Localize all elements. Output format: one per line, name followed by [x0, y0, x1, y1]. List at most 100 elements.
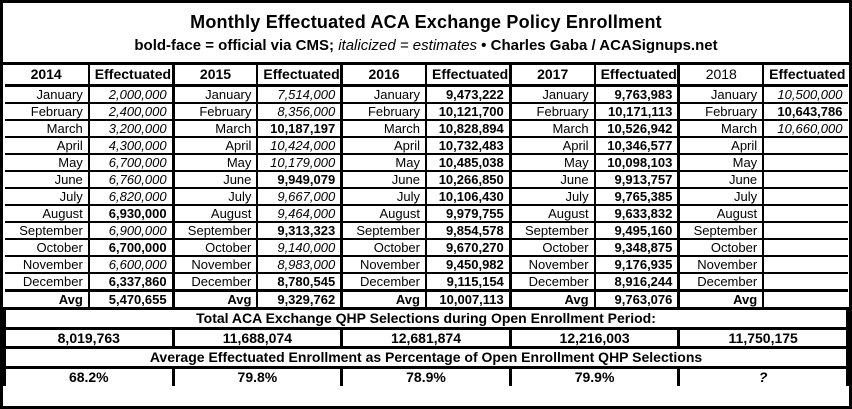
value-cell: [762, 254, 848, 274]
month-label-cell: August: [4, 203, 90, 223]
month-label-cell: June: [4, 169, 90, 189]
month-label-cell: June: [340, 169, 427, 189]
month-label-cell: April: [340, 135, 427, 155]
value-cell: 3,200,000: [87, 118, 175, 138]
value-cell: 9,115,154: [424, 271, 512, 291]
year-header-2017: 2017: [508, 65, 596, 87]
month-label-cell: December: [340, 271, 427, 291]
avg-label-cell: Avg: [677, 288, 765, 309]
pct-cell-2015: 79.8%: [171, 365, 344, 386]
pct-cell-2018: ?: [677, 365, 849, 386]
month-label-cell: October: [340, 237, 427, 257]
page-title: Monthly Effectuated ACA Exchange Policy …: [190, 12, 662, 32]
value-cell: 8,780,545: [256, 271, 343, 291]
value-cell: 6,900,000: [87, 220, 175, 240]
avg-value-cell: 9,763,076: [593, 288, 680, 309]
pct-cell-2017: 79.9%: [508, 365, 681, 386]
value-cell: 9,763,983: [593, 84, 680, 104]
month-label-cell: March: [508, 118, 596, 138]
value-cell: 2,000,000: [87, 84, 175, 104]
pct-cell-2016: 78.9%: [340, 365, 512, 386]
total-cell-2018: 11,750,175: [677, 326, 849, 349]
month-label-cell: May: [677, 152, 765, 172]
value-cell: 9,979,755: [424, 203, 512, 223]
month-label-cell: September: [171, 220, 259, 240]
month-label-cell: October: [508, 237, 596, 257]
month-label-cell: December: [677, 271, 765, 291]
pct-cell-2014: 68.2%: [3, 365, 175, 386]
avg-value-cell: 10,007,113: [424, 288, 512, 309]
percentage-title-row: Average Effectuated Enrollment as Percen…: [3, 345, 849, 369]
month-label-cell: February: [340, 101, 427, 121]
month-label-cell: December: [508, 271, 596, 291]
month-label-cell: November: [171, 254, 259, 274]
month-label-cell: January: [4, 84, 90, 104]
legend-italic-note: italicized = estimates: [338, 37, 477, 54]
month-label-cell: November: [340, 254, 427, 274]
value-cell: 10,171,113: [593, 101, 680, 121]
month-label-cell: September: [4, 220, 90, 240]
value-cell: [762, 220, 848, 240]
month-label-cell: August: [677, 203, 765, 223]
enrollment-table-body: January 2,000,000 January 7,514,000 January 9…: [4, 84, 848, 309]
month-label-cell: June: [508, 169, 596, 189]
month-label-cell: May: [4, 152, 90, 172]
month-row: May 6,700,000 May 10,179,000 May 10,485,038 Ma…: [4, 152, 848, 172]
totals-title: Total ACA Exchange QHP Selections during…: [3, 306, 849, 330]
month-row: April 4,300,000 April 10,424,000 April 10,732…: [4, 135, 848, 155]
value-cell: [762, 186, 848, 206]
effectuated-header: Effectuated: [593, 65, 680, 87]
value-cell: 8,356,000: [256, 101, 343, 121]
month-label-cell: March: [4, 118, 90, 138]
month-row: March 3,200,000 March 10,187,197 March 10,828…: [4, 118, 848, 138]
month-row: December 6,337,860 December 8,780,545 Decemb…: [4, 271, 848, 291]
value-cell: 9,313,323: [256, 220, 343, 240]
month-label-cell: March: [171, 118, 259, 138]
month-label-cell: January: [677, 84, 765, 104]
effectuated-header: Effectuated: [762, 65, 848, 87]
title-box: Monthly Effectuated ACA Exchange Policy …: [3, 3, 849, 65]
value-cell: 9,913,757: [593, 169, 680, 189]
percentage-title: Average Effectuated Enrollment as Percen…: [3, 345, 849, 369]
month-label-cell: January: [171, 84, 259, 104]
value-cell: 9,473,222: [424, 84, 512, 104]
month-row: November 6,600,000 November 8,983,000 Novemb…: [4, 254, 848, 274]
value-cell: 10,500,000: [762, 84, 848, 104]
value-cell: 9,667,000: [256, 186, 343, 206]
avg-row: Avg 5,470,655 Avg 9,329,762 Avg 10,007,113 Avg…: [4, 288, 848, 309]
value-cell: 9,949,079: [256, 169, 343, 189]
month-label-cell: April: [4, 135, 90, 155]
month-label-cell: February: [171, 101, 259, 121]
value-cell: 10,179,000: [256, 152, 343, 172]
value-cell: 10,526,942: [593, 118, 680, 138]
value-cell: 9,348,875: [593, 237, 680, 257]
month-label-cell: May: [508, 152, 596, 172]
month-row: January 2,000,000 January 7,514,000 January 9…: [4, 84, 848, 104]
month-label-cell: September: [508, 220, 596, 240]
legend-bold-note: bold-face = official via CMS;: [134, 37, 335, 54]
value-cell: 6,700,000: [87, 152, 175, 172]
month-label-cell: August: [171, 203, 259, 223]
effectuated-header: Effectuated: [256, 65, 343, 87]
effectuated-header: Effectuated: [424, 65, 512, 87]
value-cell: 8,983,000: [256, 254, 343, 274]
avg-label-cell: Avg: [508, 288, 596, 309]
month-label-cell: November: [4, 254, 90, 274]
value-cell: 6,930,000: [87, 203, 175, 223]
month-label-cell: August: [340, 203, 427, 223]
avg-label-cell: Avg: [171, 288, 259, 309]
value-cell: [762, 237, 848, 257]
month-label-cell: September: [340, 220, 427, 240]
enrollment-table: 2014 Effectuated 2015 Effectuated 2016 E…: [3, 65, 849, 386]
value-cell: 10,660,000: [762, 118, 848, 138]
avg-value-cell: [762, 288, 848, 309]
avg-label-cell: Avg: [340, 288, 427, 309]
month-label-cell: December: [4, 271, 90, 291]
legend-separator: •: [481, 37, 487, 54]
month-label-cell: July: [508, 186, 596, 206]
total-cell-2016: 12,681,874: [340, 326, 512, 349]
value-cell: 10,187,197: [256, 118, 343, 138]
value-cell: 9,450,982: [424, 254, 512, 274]
month-label-cell: October: [677, 237, 765, 257]
total-cell-2017: 12,216,003: [508, 326, 681, 349]
